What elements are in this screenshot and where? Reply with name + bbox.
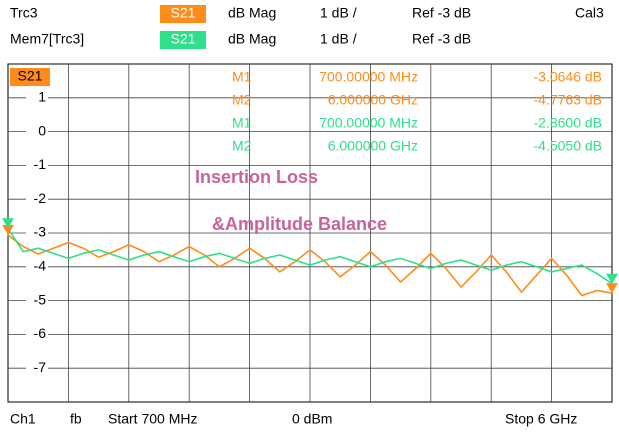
trace-name: Trc3: [10, 5, 38, 21]
tick-label-bg: [26, 157, 48, 174]
marker-name: M2: [232, 92, 252, 108]
tick-label-bg: [26, 225, 48, 241]
param: S21: [171, 5, 196, 21]
tick-label-bg: [26, 360, 48, 377]
scale: 1 dB /: [320, 5, 357, 21]
y-tick-label: -6: [34, 325, 47, 341]
marker-value: -3.0646 dB: [534, 69, 603, 85]
calibration: Cal3: [575, 5, 604, 21]
footer-item: fb: [70, 411, 82, 427]
marker-symbol: [2, 225, 14, 236]
reference: Ref -3 dB: [412, 5, 471, 21]
reference: Ref -3 dB: [412, 31, 471, 47]
trace-label: S21: [18, 68, 43, 84]
marker-symbol: [606, 273, 618, 284]
param-box: [160, 5, 206, 23]
tick-label-bg: [26, 326, 48, 343]
tick-label-bg: [26, 292, 48, 309]
y-tick-label: 0: [38, 122, 46, 138]
trace-line: [7, 227, 613, 285]
tick-label-bg: [26, 89, 48, 106]
trace-name: Mem7[Trc3]: [10, 31, 84, 47]
marker-name: M1: [232, 69, 252, 85]
marker-symbol: [606, 283, 618, 294]
marker-name: M1: [232, 115, 252, 131]
footer-item: 0 dBm: [292, 411, 332, 427]
y-tick-label: -3: [34, 224, 47, 240]
marker-name: M2: [232, 138, 252, 154]
scale: 1 dB /: [320, 31, 357, 47]
footer-item: Start 700 MHz: [108, 411, 197, 427]
param-box: [160, 31, 206, 49]
footer-item: Stop 6 GHz: [505, 411, 577, 427]
marker-value: -4.5050 dB: [534, 138, 603, 154]
y-tick-label: 1: [38, 89, 46, 105]
y-tick-label: -7: [34, 359, 47, 375]
marker-symbol: [2, 218, 14, 229]
marker-frequency: 700.00000 MHz: [319, 115, 418, 131]
trace-label-box: [10, 68, 50, 86]
tick-label-bg: [26, 258, 48, 275]
marker-frequency: 700.00000 MHz: [319, 69, 418, 85]
y-tick-label: -5: [34, 291, 47, 307]
y-tick-label: -2: [34, 190, 47, 206]
marker-frequency: 6.000000 GHz: [328, 138, 418, 154]
format: dB Mag: [228, 5, 276, 21]
footer-item: Ch1: [10, 411, 36, 427]
marker-value: -2.8600 dB: [534, 115, 603, 131]
y-tick-label: -4: [34, 258, 47, 274]
y-tick-label: -1: [34, 156, 47, 172]
param: S21: [171, 31, 196, 47]
annotation: Insertion Loss: [195, 167, 318, 187]
marker-value: -4.7763 dB: [534, 92, 603, 108]
tick-label-bg: [26, 123, 48, 140]
annotation: &Amplitude Balance: [212, 214, 387, 234]
tick-label-bg: [26, 191, 48, 208]
format: dB Mag: [228, 31, 276, 47]
marker-frequency: 6.000000 GHz: [328, 92, 418, 108]
